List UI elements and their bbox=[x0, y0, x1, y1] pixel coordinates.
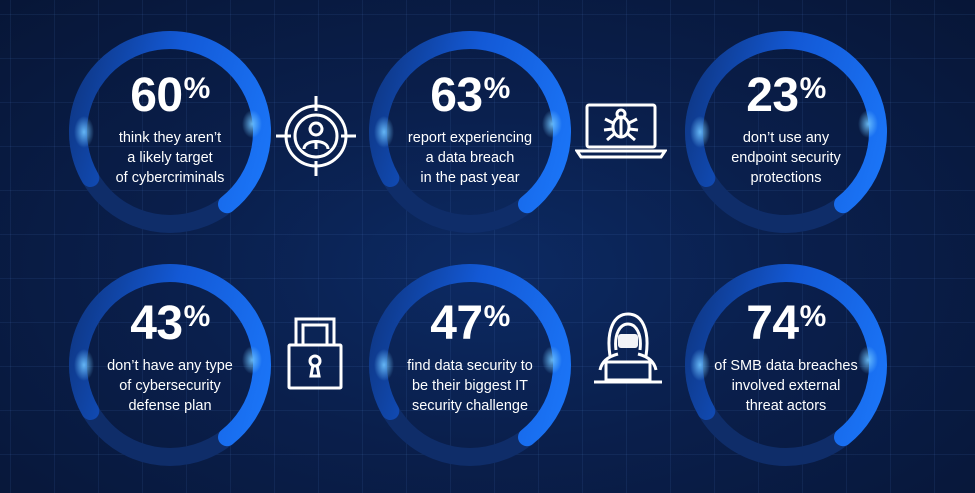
stat-value: 23 bbox=[746, 69, 799, 122]
stat-description: don’t use any endpoint security protecti… bbox=[731, 130, 841, 186]
stat-value: 60 bbox=[130, 69, 183, 122]
stat-card-6: 74% of SMB data breaches involved extern… bbox=[711, 300, 861, 416]
stat-card-3: 23% don’t use any endpoint security prot… bbox=[711, 72, 861, 188]
stat-ring-3 bbox=[684, 31, 887, 233]
stat-percent: 60% bbox=[130, 72, 210, 120]
stat-unit: % bbox=[483, 72, 511, 105]
stat-percent: 63% bbox=[430, 72, 510, 120]
stat-percent: 43% bbox=[130, 300, 210, 348]
stat-description: report experiencing a data breach in the… bbox=[407, 130, 533, 186]
stat-unit: % bbox=[183, 72, 211, 105]
stat-description: don’t have any type of cybersecurity def… bbox=[107, 358, 233, 414]
stat-card-5: 47% find data security to be their bigge… bbox=[395, 300, 545, 416]
stat-ring-5 bbox=[369, 264, 571, 466]
stat-description: of SMB data breaches involved external t… bbox=[714, 358, 858, 414]
stat-unit: % bbox=[183, 300, 211, 333]
stat-ring-1 bbox=[69, 31, 271, 233]
stat-ring-2 bbox=[368, 31, 571, 233]
stat-ring-4 bbox=[69, 264, 271, 466]
stat-unit: % bbox=[799, 300, 827, 333]
laptop-bug-icon bbox=[575, 103, 667, 159]
stat-value: 74 bbox=[746, 297, 799, 350]
stat-unit: % bbox=[483, 300, 511, 333]
hooded-hacker-icon bbox=[594, 312, 662, 384]
stat-percent: 74% bbox=[746, 300, 826, 348]
stat-card-1: 60% think they aren’t a likely target of… bbox=[95, 72, 245, 188]
stat-unit: % bbox=[799, 72, 827, 105]
stat-value: 47 bbox=[430, 297, 483, 350]
stat-percent: 47% bbox=[430, 300, 510, 348]
target-user-icon bbox=[276, 96, 356, 176]
stat-value: 63 bbox=[430, 69, 483, 122]
stat-card-4: 43% don’t have any type of cybersecurity… bbox=[95, 300, 245, 416]
padlock-icon bbox=[287, 317, 343, 390]
stat-card-2: 63% report experiencing a data breach in… bbox=[395, 72, 545, 188]
stat-value: 43 bbox=[130, 297, 183, 350]
stat-description: find data security to be their biggest I… bbox=[407, 358, 533, 414]
stat-ring-6 bbox=[684, 264, 887, 466]
stat-description: think they aren’t a likely target of cyb… bbox=[115, 130, 225, 186]
stat-percent: 23% bbox=[746, 72, 826, 120]
